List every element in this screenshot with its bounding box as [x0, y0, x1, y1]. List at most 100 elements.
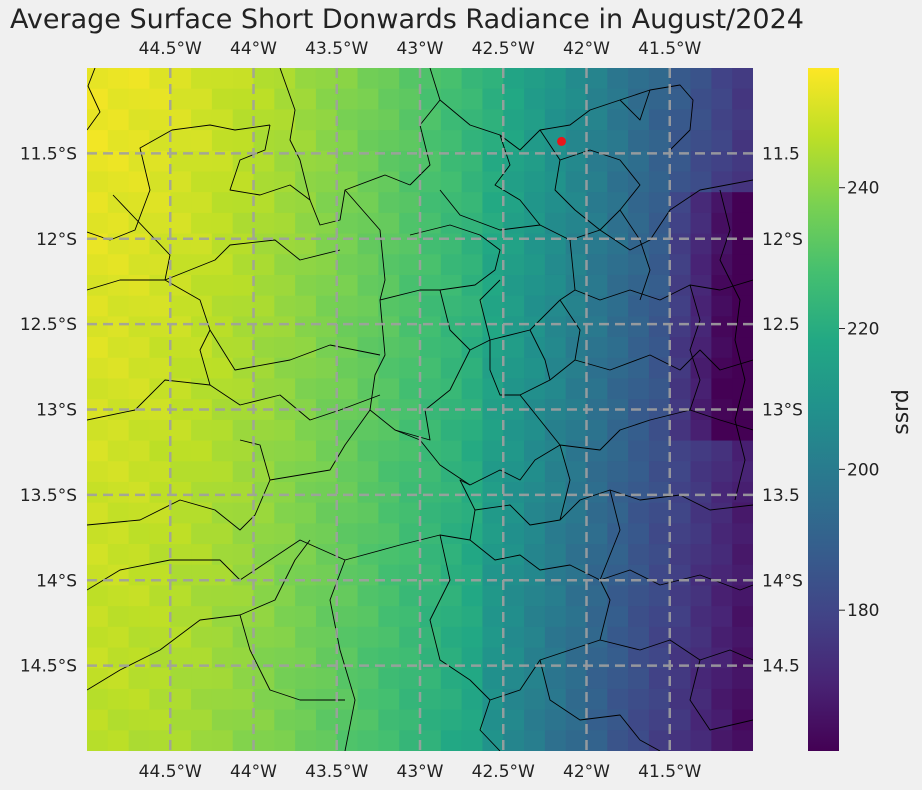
heatmap-cell	[128, 233, 151, 255]
heatmap-cell	[295, 585, 317, 607]
heatmap-cell	[586, 481, 608, 504]
heatmap-cell	[149, 150, 171, 173]
heatmap-cell	[128, 585, 151, 607]
heatmap-cell	[544, 440, 567, 462]
heatmap-cell	[524, 357, 546, 380]
heatmap-cell	[607, 378, 629, 400]
heatmap-cell	[128, 502, 151, 524]
heatmap-cell	[149, 316, 171, 338]
heatmap-cell	[607, 357, 629, 380]
heatmap-cell	[648, 585, 671, 607]
colorbar-tick-label: 220	[847, 320, 879, 340]
heatmap-cell	[524, 109, 546, 131]
heatmap-cell	[399, 440, 421, 462]
heatmap-cell	[315, 357, 338, 380]
heatmap-cell	[232, 254, 255, 276]
border-line	[489, 299, 581, 396]
heatmap-cell	[565, 171, 588, 193]
heatmap-cell	[669, 647, 692, 669]
heatmap-cell	[87, 399, 109, 421]
heatmap-cell	[128, 295, 151, 317]
heatmap-cell	[482, 626, 504, 649]
heatmap-cell	[378, 606, 400, 628]
heatmap-cell	[87, 730, 109, 751]
heatmap-cell	[274, 461, 296, 483]
heatmap-cell	[170, 585, 192, 607]
heatmap-cell	[565, 254, 588, 276]
lat-tick-left: 12°S	[36, 230, 77, 250]
heatmap-cell	[669, 171, 692, 193]
heatmap-cell	[149, 440, 171, 462]
heatmap-cell	[420, 419, 442, 442]
heatmap-cell	[315, 626, 338, 649]
heatmap-cell	[607, 68, 629, 90]
heatmap-cell	[732, 88, 753, 110]
heatmap-cell	[669, 109, 692, 131]
heatmap-cell	[87, 316, 109, 338]
heatmap-cell	[87, 171, 109, 193]
heatmap-cell	[170, 192, 192, 214]
heatmap-cell	[503, 502, 525, 524]
heatmap-cell	[461, 171, 484, 193]
heatmap-cell	[107, 378, 130, 400]
heatmap-cell	[690, 523, 712, 545]
heatmap-cell	[711, 88, 733, 110]
heatmap-cell	[732, 150, 753, 173]
heatmap-cell	[565, 585, 588, 607]
heatmap-cell	[399, 647, 421, 669]
heatmap-cell	[336, 606, 359, 628]
heatmap-cell	[211, 523, 234, 545]
heatmap-cell	[253, 212, 275, 235]
heatmap-cell	[648, 399, 671, 421]
heatmap-cell	[232, 647, 255, 669]
heatmap-cell	[149, 481, 171, 504]
heatmap-cell	[628, 585, 650, 607]
heatmap-cell	[482, 88, 504, 110]
heatmap-cell	[295, 399, 317, 421]
heatmap-cell	[524, 378, 546, 400]
heatmap-cell	[315, 606, 338, 628]
heatmap-cell	[191, 68, 213, 90]
heatmap-cell	[357, 440, 379, 462]
lon-tick-top: 44.5°W	[139, 39, 202, 59]
heatmap-cell	[211, 316, 234, 338]
heatmap-cell	[295, 254, 317, 276]
heatmap-cell	[503, 730, 525, 751]
heatmap-cell	[232, 212, 255, 235]
heatmap-cell	[544, 109, 567, 131]
heatmap-cell	[274, 688, 296, 711]
heatmap-cell	[420, 378, 442, 400]
heatmap-cell	[295, 564, 317, 587]
heatmap-cell	[107, 626, 130, 649]
border-line	[689, 284, 701, 411]
heatmap-cell	[586, 130, 608, 152]
heatmap-cell	[586, 626, 608, 649]
heatmap-cell	[440, 585, 463, 607]
heatmap-cell	[586, 68, 608, 90]
heatmap-cell	[524, 88, 546, 110]
heatmap-cell	[107, 357, 130, 380]
heatmap-cell	[732, 626, 753, 649]
heatmap-cell	[482, 378, 504, 400]
heatmap-cell	[648, 709, 671, 731]
heatmap-cell	[461, 192, 484, 214]
heatmap-cell	[87, 130, 109, 152]
heatmap-cell	[336, 481, 359, 504]
heatmap-cell	[107, 730, 130, 751]
heatmap-cell	[586, 461, 608, 483]
heatmap-cell	[669, 606, 692, 628]
heatmap-cell	[191, 730, 213, 751]
heatmap-cell	[315, 109, 338, 131]
heatmap-cell	[565, 212, 588, 235]
heatmap-cell	[628, 647, 650, 669]
heatmap-cell	[648, 337, 671, 359]
heatmap-cell	[565, 68, 588, 90]
heatmap-cell	[253, 171, 275, 193]
heatmap-cell	[128, 316, 151, 338]
heatmap-cell	[315, 502, 338, 524]
lat-tick-left: 13°S	[36, 401, 77, 421]
heatmap-cell	[732, 109, 753, 131]
heatmap-cell	[378, 295, 400, 317]
heatmap-cell	[420, 668, 442, 690]
heatmap-cell	[461, 564, 484, 587]
